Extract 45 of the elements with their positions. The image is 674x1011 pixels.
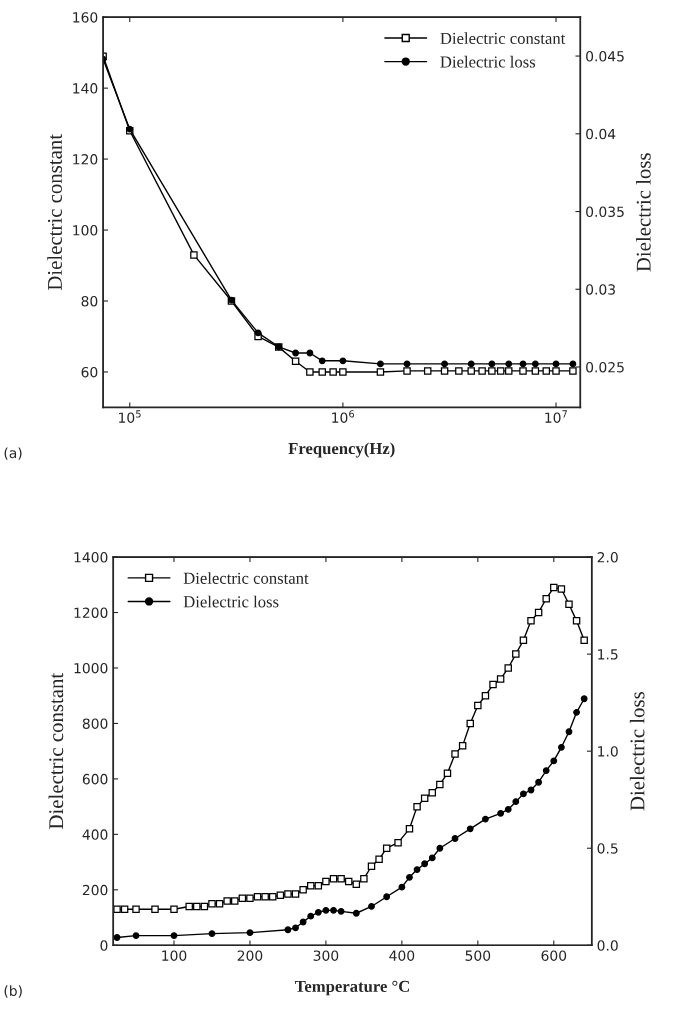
y-tick-label: 1200 (74, 607, 108, 618)
y2-tick-label: 0.025 (586, 361, 624, 373)
y-tick-label: 120 (73, 154, 98, 165)
y2-tick-label: 0.045 (586, 51, 624, 62)
y-tick-label: 1400 (74, 552, 108, 563)
x-tick-label: 300 (313, 950, 339, 961)
y-tick-label: 600 (82, 773, 108, 785)
y-tick-label: 100 (73, 225, 98, 236)
y2-tick-label: 1.5 (598, 649, 618, 660)
legend-label: Dielectric loss (440, 55, 536, 68)
y2-tick-label: 0.03 (586, 284, 615, 295)
x-axis-title: Temperature °C (295, 980, 409, 996)
x-tick-label: 200 (237, 950, 263, 961)
x-axis-title: Frequency(Hz) (288, 442, 395, 458)
x-tick-label: 10$^{5}$ (119, 410, 141, 423)
y2-tick-label: 2.0 (597, 552, 618, 563)
y-tick-label: 140 (73, 83, 98, 94)
x-tick-label: 10$^{6}$ (332, 410, 355, 423)
legend-label: Dielectric constant (440, 32, 566, 45)
y-tick-label: 80 (81, 295, 98, 307)
y2-tick-label: 0.04 (586, 128, 616, 140)
y-tick-label: 60 (81, 366, 98, 378)
y2-axis-title: Dielectric loss (629, 692, 645, 811)
text: (b) (4, 985, 22, 998)
x-tick-label: 400 (389, 950, 415, 961)
legend-label: Dielectric loss (183, 595, 279, 608)
y-tick-label: 200 (82, 884, 108, 896)
x-tick-label: 10$^{7}$ (545, 410, 567, 423)
y2-tick-label: 0.5 (597, 843, 618, 854)
y-tick-label: 800 (82, 718, 108, 729)
y-axis-title: Dielectric constant (48, 672, 64, 829)
y2-tick-label: 0.0 (597, 940, 618, 951)
y-tick-label: 1000 (74, 662, 108, 674)
y-tick-label: 0 (100, 940, 108, 951)
x-tick-label: 500 (465, 950, 491, 961)
y2-tick-label: 0.035 (586, 206, 624, 218)
y-tick-label: 400 (82, 829, 108, 840)
y-axis-title: Dielectric constant (47, 134, 62, 291)
x-tick-label: 600 (541, 950, 567, 961)
y2-axis-title: Dielectric loss (636, 153, 651, 272)
x-tick-label: 100 (162, 950, 187, 961)
y2-tick-label: 1.0 (598, 746, 618, 757)
text: (a) (4, 447, 22, 460)
legend-label: Dielectric constant (183, 572, 309, 584)
y-tick-label: 160 (73, 12, 98, 23)
